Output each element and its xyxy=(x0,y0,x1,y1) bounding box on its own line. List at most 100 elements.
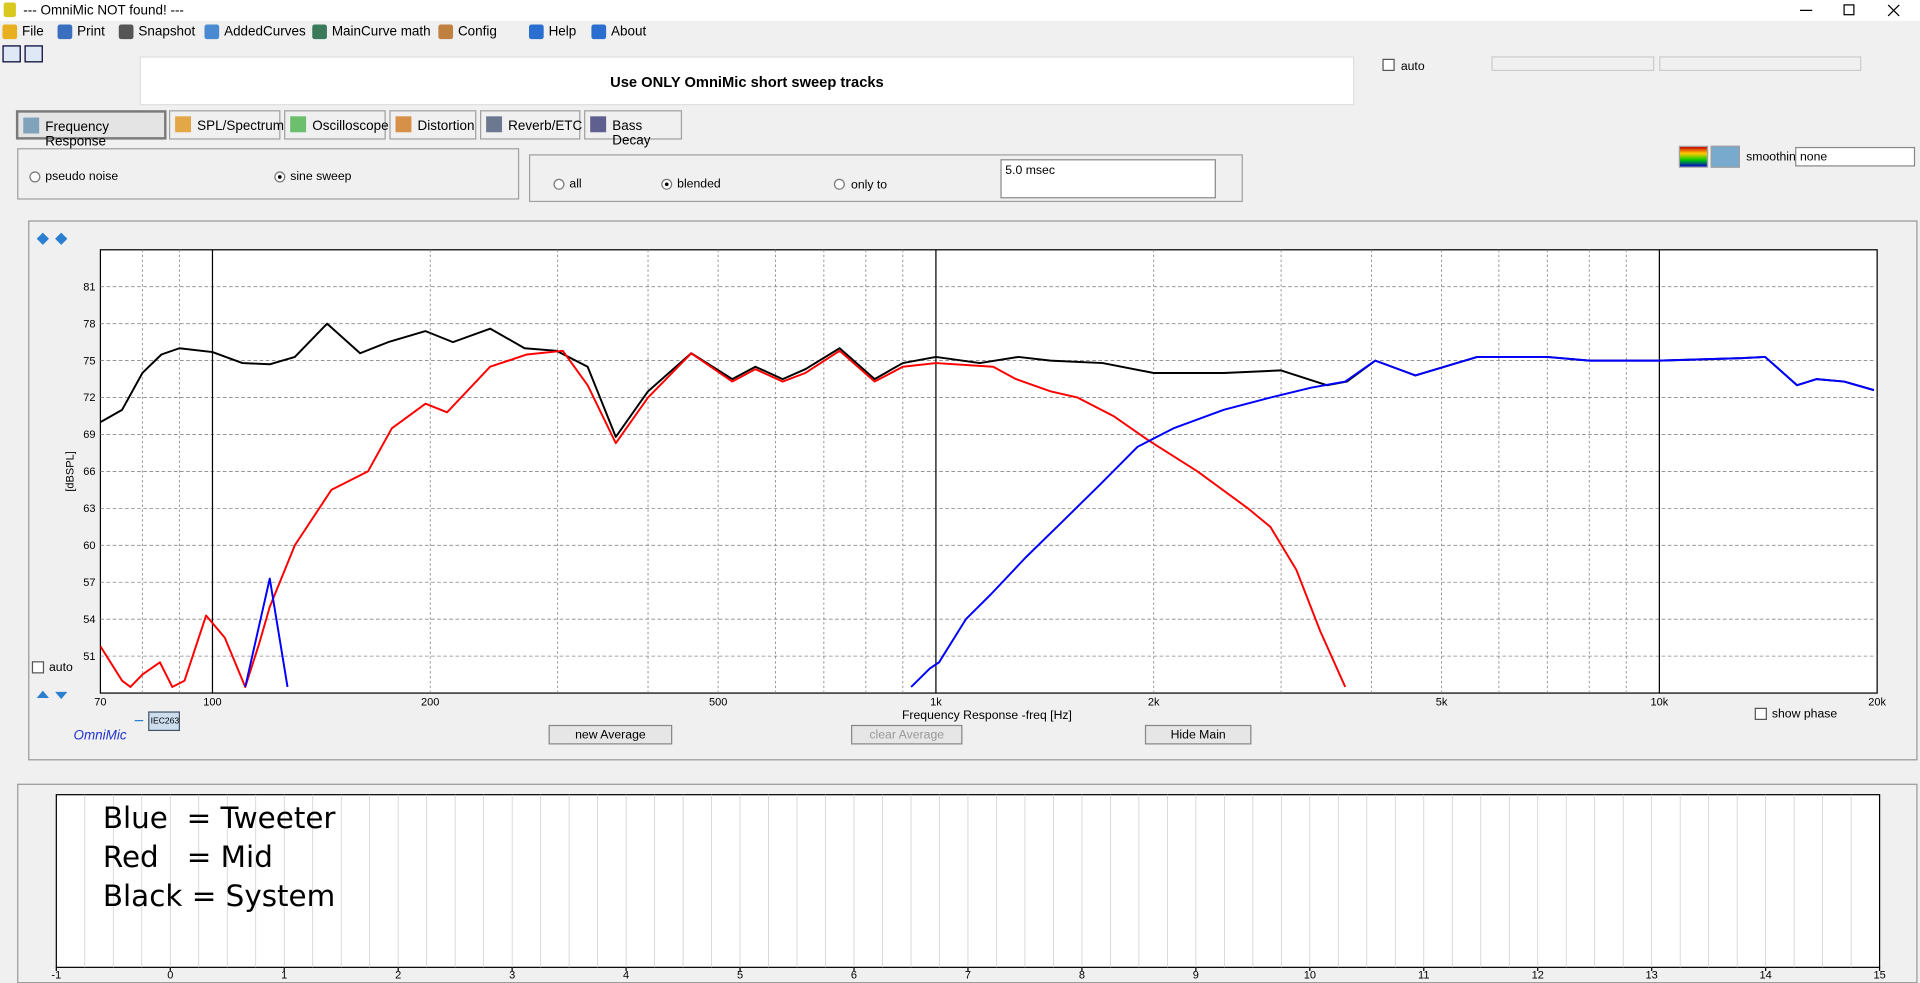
y-tick-label: 60 xyxy=(83,540,95,552)
slider[interactable] xyxy=(1491,56,1655,72)
tab-icon xyxy=(486,116,503,133)
menu-item[interactable]: MainCurve math xyxy=(331,24,431,40)
zoom-icons[interactable] xyxy=(36,232,68,245)
play-button[interactable] xyxy=(24,45,43,63)
x-tick-label: 2 xyxy=(395,969,401,981)
y-axis-title: [dBSPL] xyxy=(64,451,76,491)
y-tick-label: 75 xyxy=(83,355,95,367)
x-tick-label: -1 xyxy=(51,969,61,981)
menu-item[interactable]: Config xyxy=(457,24,497,40)
clear-average-button[interactable]: clear Average xyxy=(851,724,963,745)
new-average-button[interactable]: new Average xyxy=(548,724,673,745)
auto-label: auto xyxy=(48,661,73,675)
menu-icon xyxy=(118,24,134,40)
signal-group xyxy=(17,148,520,200)
tab[interactable]: Bass Decay xyxy=(584,110,683,148)
window-controls[interactable] xyxy=(1788,0,1920,21)
auto-checkbox[interactable] xyxy=(31,661,45,674)
x-tick-label: 7 xyxy=(965,969,971,981)
gate-time-input[interactable]: 5.0 msec xyxy=(1000,159,1216,199)
x-tick-label: 1 xyxy=(281,969,287,981)
x-tick-label: 200 xyxy=(421,696,439,708)
scroll-icons[interactable] xyxy=(36,690,68,700)
tab-icon xyxy=(23,117,40,134)
menu-icon xyxy=(528,24,544,40)
y-tick-label: 81 xyxy=(83,281,95,293)
menu-item[interactable]: Print xyxy=(77,24,105,40)
tab[interactable]: Frequency Response xyxy=(15,110,167,149)
menu-item[interactable]: About xyxy=(611,24,647,40)
x-tick-label: 4 xyxy=(623,969,629,981)
radio-label: pseudo noise xyxy=(45,170,119,184)
menu-icon xyxy=(312,24,327,40)
x-tick-label: 10 xyxy=(1304,969,1316,981)
hide-main-button[interactable]: Hide Main xyxy=(1144,724,1252,745)
x-tick-label: 11 xyxy=(1418,969,1429,981)
y-tick-label: 51 xyxy=(83,651,95,663)
curve xyxy=(100,349,1347,688)
app-icon xyxy=(3,2,16,18)
note-line: Red = Mid xyxy=(102,840,273,875)
tab-icon xyxy=(395,116,412,133)
auto-checkbox[interactable] xyxy=(1382,58,1395,72)
x-tick-label: 8 xyxy=(1079,969,1085,981)
show-phase-checkbox[interactable] xyxy=(1754,707,1767,721)
smoothing-label: smoothing xyxy=(1746,150,1803,165)
smoothing-select[interactable]: none xyxy=(1795,146,1916,167)
menu-icon xyxy=(438,24,454,40)
x-tick-label: 0 xyxy=(167,969,173,981)
tab[interactable]: Reverb/ETC xyxy=(480,110,582,140)
y-tick-label: 78 xyxy=(83,318,95,330)
menu-item[interactable]: AddedCurves xyxy=(224,24,306,40)
radio[interactable] xyxy=(833,178,845,190)
plot-button[interactable] xyxy=(1710,145,1741,168)
x-tick-label: 20k xyxy=(1868,696,1886,708)
x-tick-label: 5k xyxy=(1436,696,1448,708)
x-tick-label: 14 xyxy=(1760,969,1772,981)
x-tick-label: 10k xyxy=(1650,696,1668,708)
radio[interactable] xyxy=(274,171,286,183)
tab[interactable]: Distortion xyxy=(389,110,477,140)
x-tick-label: 5 xyxy=(737,969,743,981)
note-line: Black = System xyxy=(102,879,336,914)
tab[interactable]: Oscilloscope xyxy=(284,110,389,140)
x-tick-label: 13 xyxy=(1646,969,1658,981)
slider[interactable] xyxy=(1659,56,1862,72)
y-tick-label: 66 xyxy=(83,466,95,478)
menu-item[interactable]: Snapshot xyxy=(138,24,196,40)
x-axis-title: Frequency Response -freq [Hz] xyxy=(902,708,1072,722)
menu-icon xyxy=(57,24,73,40)
radio[interactable] xyxy=(661,178,673,190)
mic-cal-button[interactable]: IEC263 xyxy=(148,711,181,732)
plot-lines xyxy=(100,322,1875,688)
menu-item[interactable]: File xyxy=(22,24,44,40)
title-bar xyxy=(0,0,1920,21)
color-button[interactable] xyxy=(1678,145,1709,168)
y-tick-label: 57 xyxy=(83,577,95,589)
chart-panel xyxy=(28,220,1918,761)
window-title: --- OmniMic NOT found! --- xyxy=(23,3,184,19)
menu-icon xyxy=(204,24,220,40)
pause-button[interactable] xyxy=(2,45,21,63)
x-tick-label: 100 xyxy=(203,696,221,708)
mic-swatch xyxy=(134,720,144,722)
radio-label: only to xyxy=(851,178,888,193)
tab-icon xyxy=(590,116,607,133)
x-tick-label: 6 xyxy=(851,969,857,981)
radio-label: blended xyxy=(677,177,721,192)
y-tick-label: 69 xyxy=(83,429,95,441)
tab[interactable]: SPL/Spectrum xyxy=(168,110,284,140)
tab-icon xyxy=(290,116,307,133)
menu-item[interactable]: Help xyxy=(548,24,577,40)
gating-group xyxy=(528,154,1243,203)
banner-text: Use ONLY OmniMic short sweep tracks xyxy=(610,73,884,91)
x-tick-label: 15 xyxy=(1873,969,1885,981)
note-line: Blue = Tweeter xyxy=(102,800,336,836)
radio-label: all xyxy=(569,177,582,192)
radio[interactable] xyxy=(29,171,41,183)
radio[interactable] xyxy=(553,178,565,190)
radio-label: sine sweep xyxy=(290,170,352,184)
curve xyxy=(244,577,289,688)
auto-label: auto xyxy=(1400,60,1425,74)
